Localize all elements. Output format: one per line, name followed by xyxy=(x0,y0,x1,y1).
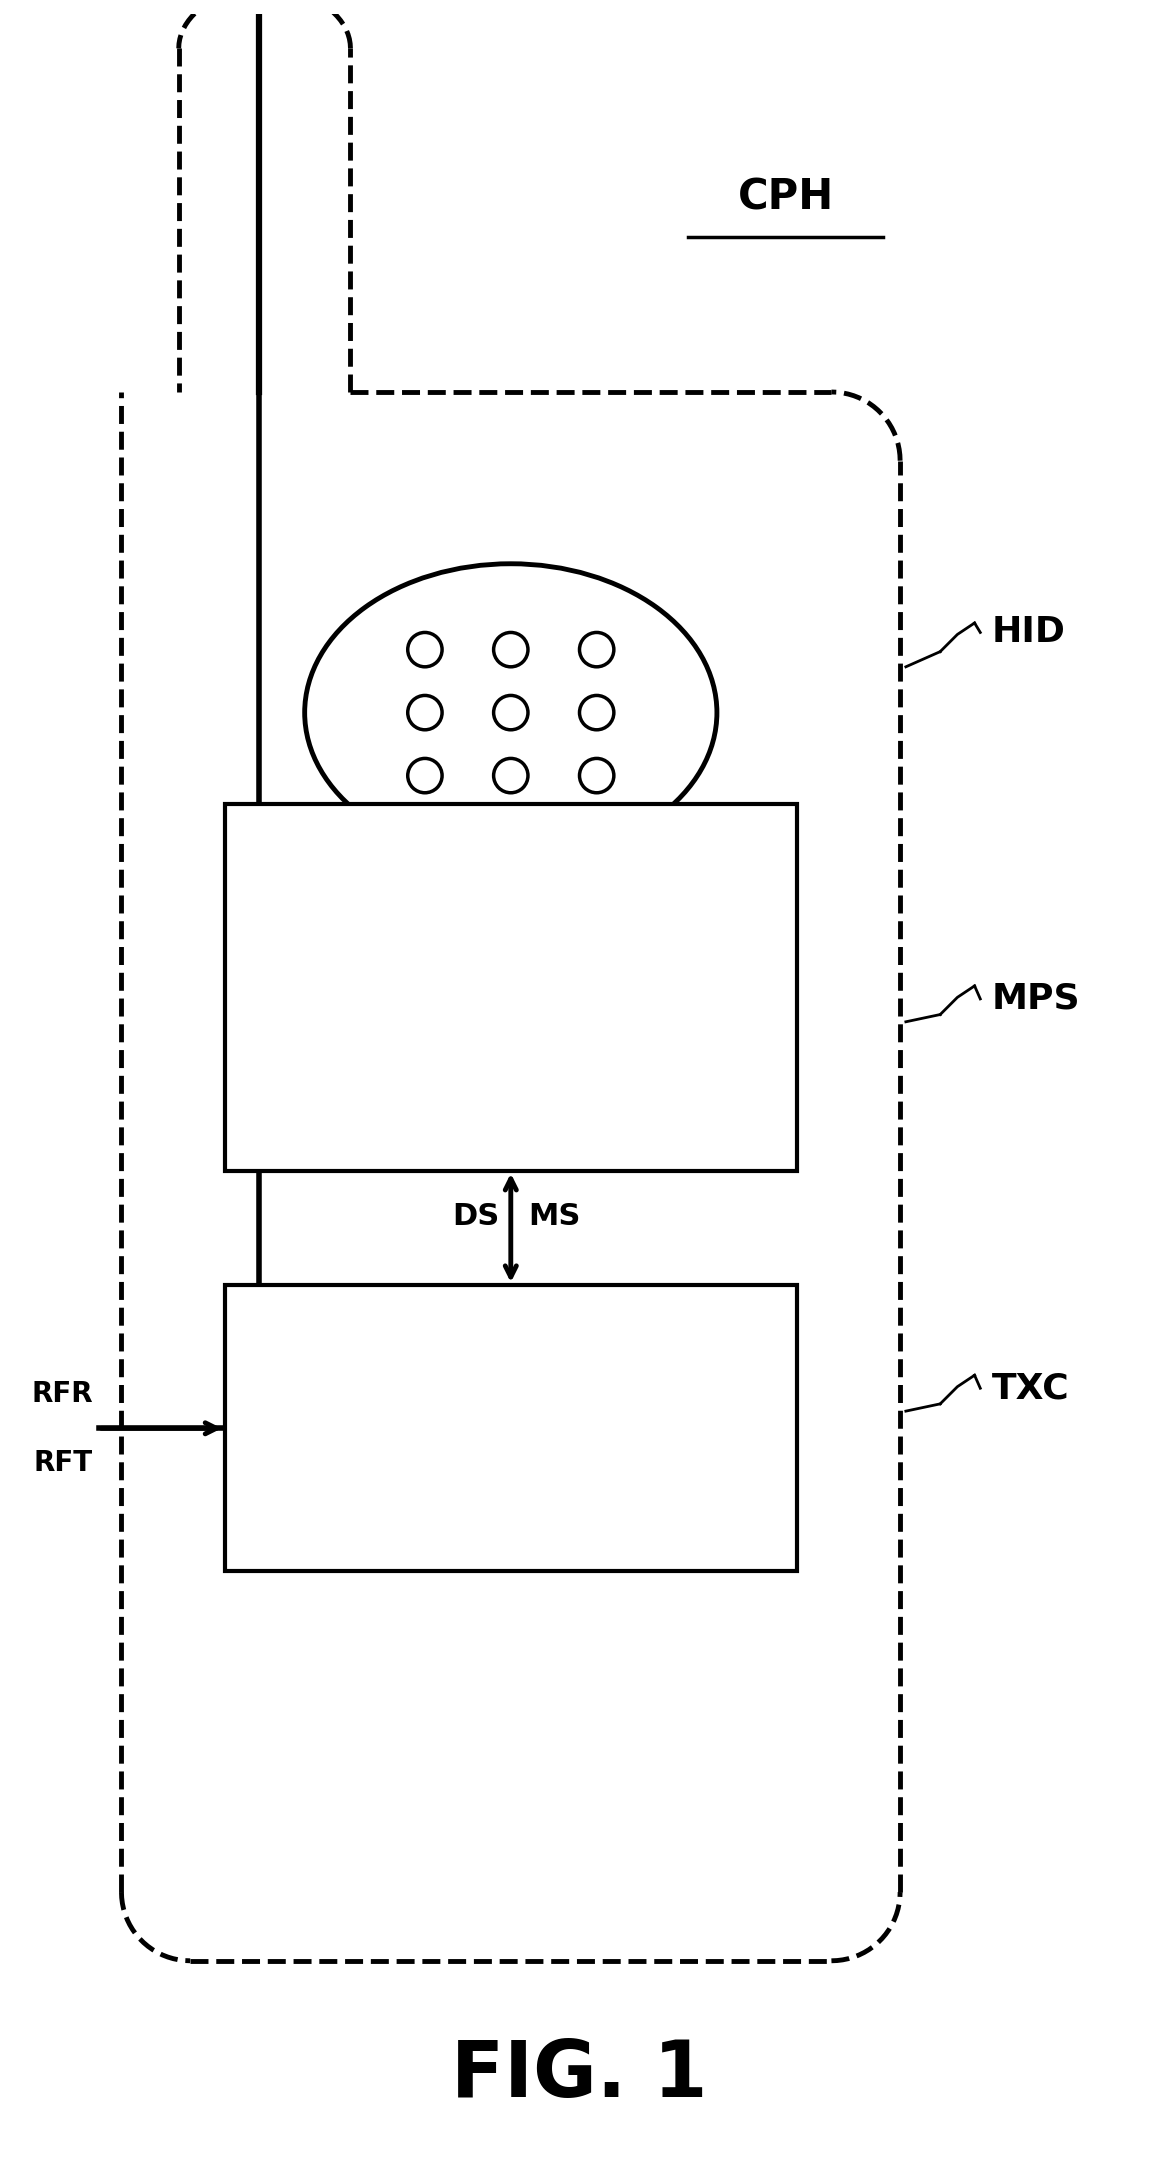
Text: HO: HO xyxy=(529,807,580,835)
Text: FIG. 1: FIG. 1 xyxy=(451,2037,708,2113)
Text: TXC: TXC xyxy=(992,1372,1070,1405)
Text: DS: DS xyxy=(452,1202,500,1230)
Ellipse shape xyxy=(305,563,717,861)
Text: RFT: RFT xyxy=(34,1448,93,1477)
Bar xyxy=(225,805,797,1171)
Text: HI: HI xyxy=(462,807,500,835)
Text: HID: HID xyxy=(992,615,1065,650)
Bar xyxy=(225,1285,797,1573)
Text: CPH: CPH xyxy=(737,177,833,218)
Text: MS: MS xyxy=(529,1202,581,1230)
Text: RFR: RFR xyxy=(31,1381,93,1409)
Text: MPS: MPS xyxy=(992,981,1080,1016)
